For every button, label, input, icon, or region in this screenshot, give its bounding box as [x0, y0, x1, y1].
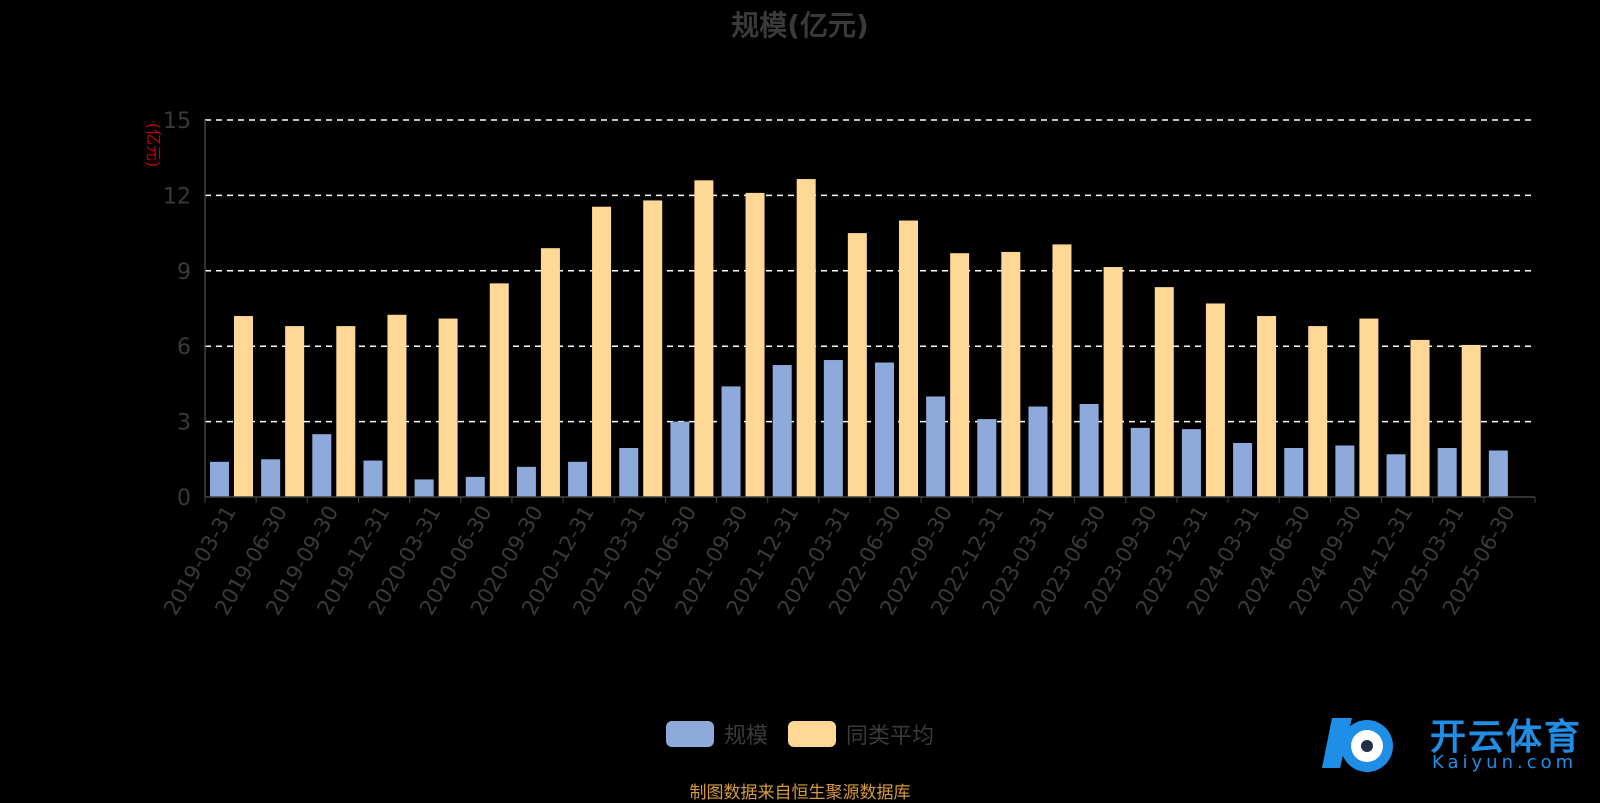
bar-scale [619, 447, 639, 497]
bar-scale [1437, 447, 1457, 497]
bar-average [438, 318, 458, 497]
bar-scale [465, 476, 485, 497]
bar-average [899, 220, 918, 498]
bar-scale [926, 396, 946, 497]
chart-title: 规模(亿元) [731, 9, 869, 42]
y-tick-label: 12 [163, 184, 191, 209]
bar-average [1308, 326, 1328, 497]
bar-scale [670, 421, 690, 497]
y-tick-label: 0 [177, 486, 191, 511]
bar-average [387, 314, 407, 497]
bar-scale [1079, 404, 1099, 497]
y-tick-label: 9 [177, 260, 191, 285]
y-tick-label: 15 [163, 109, 191, 134]
bar-scale [823, 360, 843, 497]
bar-average [1103, 267, 1123, 497]
grid-lines [205, 119, 1535, 423]
bar-average [234, 316, 253, 497]
logo-subtext: Kaiyun.com [1432, 752, 1578, 773]
bar-average [1001, 251, 1021, 497]
bar-average [1052, 244, 1072, 497]
brand-logo [1322, 718, 1393, 772]
bar-average [1205, 303, 1225, 497]
source-note: 制图数据来自恒生聚源数据库 [689, 783, 911, 803]
bar-scale [363, 460, 383, 497]
y-tick-label: 6 [177, 335, 191, 360]
legend-item-scale[interactable]: 规模 [665, 718, 768, 750]
bar-scale [261, 459, 281, 497]
bar-average [489, 283, 509, 497]
bar-average [1257, 316, 1277, 497]
legend-label-scale: 规模 [723, 724, 768, 749]
bar-scale [1488, 450, 1508, 497]
bar-average [643, 200, 663, 497]
bar-scale [1284, 447, 1304, 497]
bar-scale [414, 479, 434, 497]
bar-average [336, 326, 356, 497]
bar-scale [568, 461, 588, 497]
bar-average [1410, 339, 1430, 497]
bar-scale [1028, 406, 1048, 497]
bar-scale [516, 466, 536, 497]
legend: 规模 同类平均 [0, 718, 1600, 750]
bar-scale [312, 434, 332, 497]
bar-average [1154, 287, 1174, 497]
axes: 036912152019-03-312019-06-302019-09-3020… [159, 109, 1536, 619]
bar-average [745, 192, 765, 498]
bar-scale [1386, 454, 1406, 497]
bar-average [847, 233, 867, 497]
bar-average [694, 180, 714, 497]
legend-swatch-scale [665, 721, 714, 747]
bar-scale [1335, 445, 1355, 497]
bar-scale [210, 461, 229, 497]
legend-swatch-average [788, 721, 836, 747]
bar-average [592, 206, 612, 497]
bar-average [285, 326, 305, 497]
bar-average [1461, 344, 1481, 497]
bar-scale [977, 419, 997, 497]
bar-average [1359, 318, 1379, 497]
bar-scale [875, 362, 894, 497]
bar-chart: 036912152019-03-312019-06-302019-09-3020… [144, 109, 1536, 619]
bar-average [540, 248, 560, 497]
bar-scale [1181, 429, 1201, 497]
bar-scale [772, 365, 792, 497]
bars [210, 179, 1508, 498]
y-axis-unit-label: (亿元) [144, 123, 163, 168]
bar-scale [721, 386, 741, 497]
bar-scale [1233, 442, 1253, 497]
legend-label-average: 同类平均 [846, 724, 935, 749]
bar-average [950, 253, 970, 497]
legend-item-average[interactable]: 同类平均 [788, 718, 934, 750]
y-tick-label: 3 [177, 411, 191, 436]
bar-average [796, 179, 816, 497]
logo-text: 开云体育 [1430, 717, 1583, 758]
bar-scale [1130, 427, 1150, 497]
